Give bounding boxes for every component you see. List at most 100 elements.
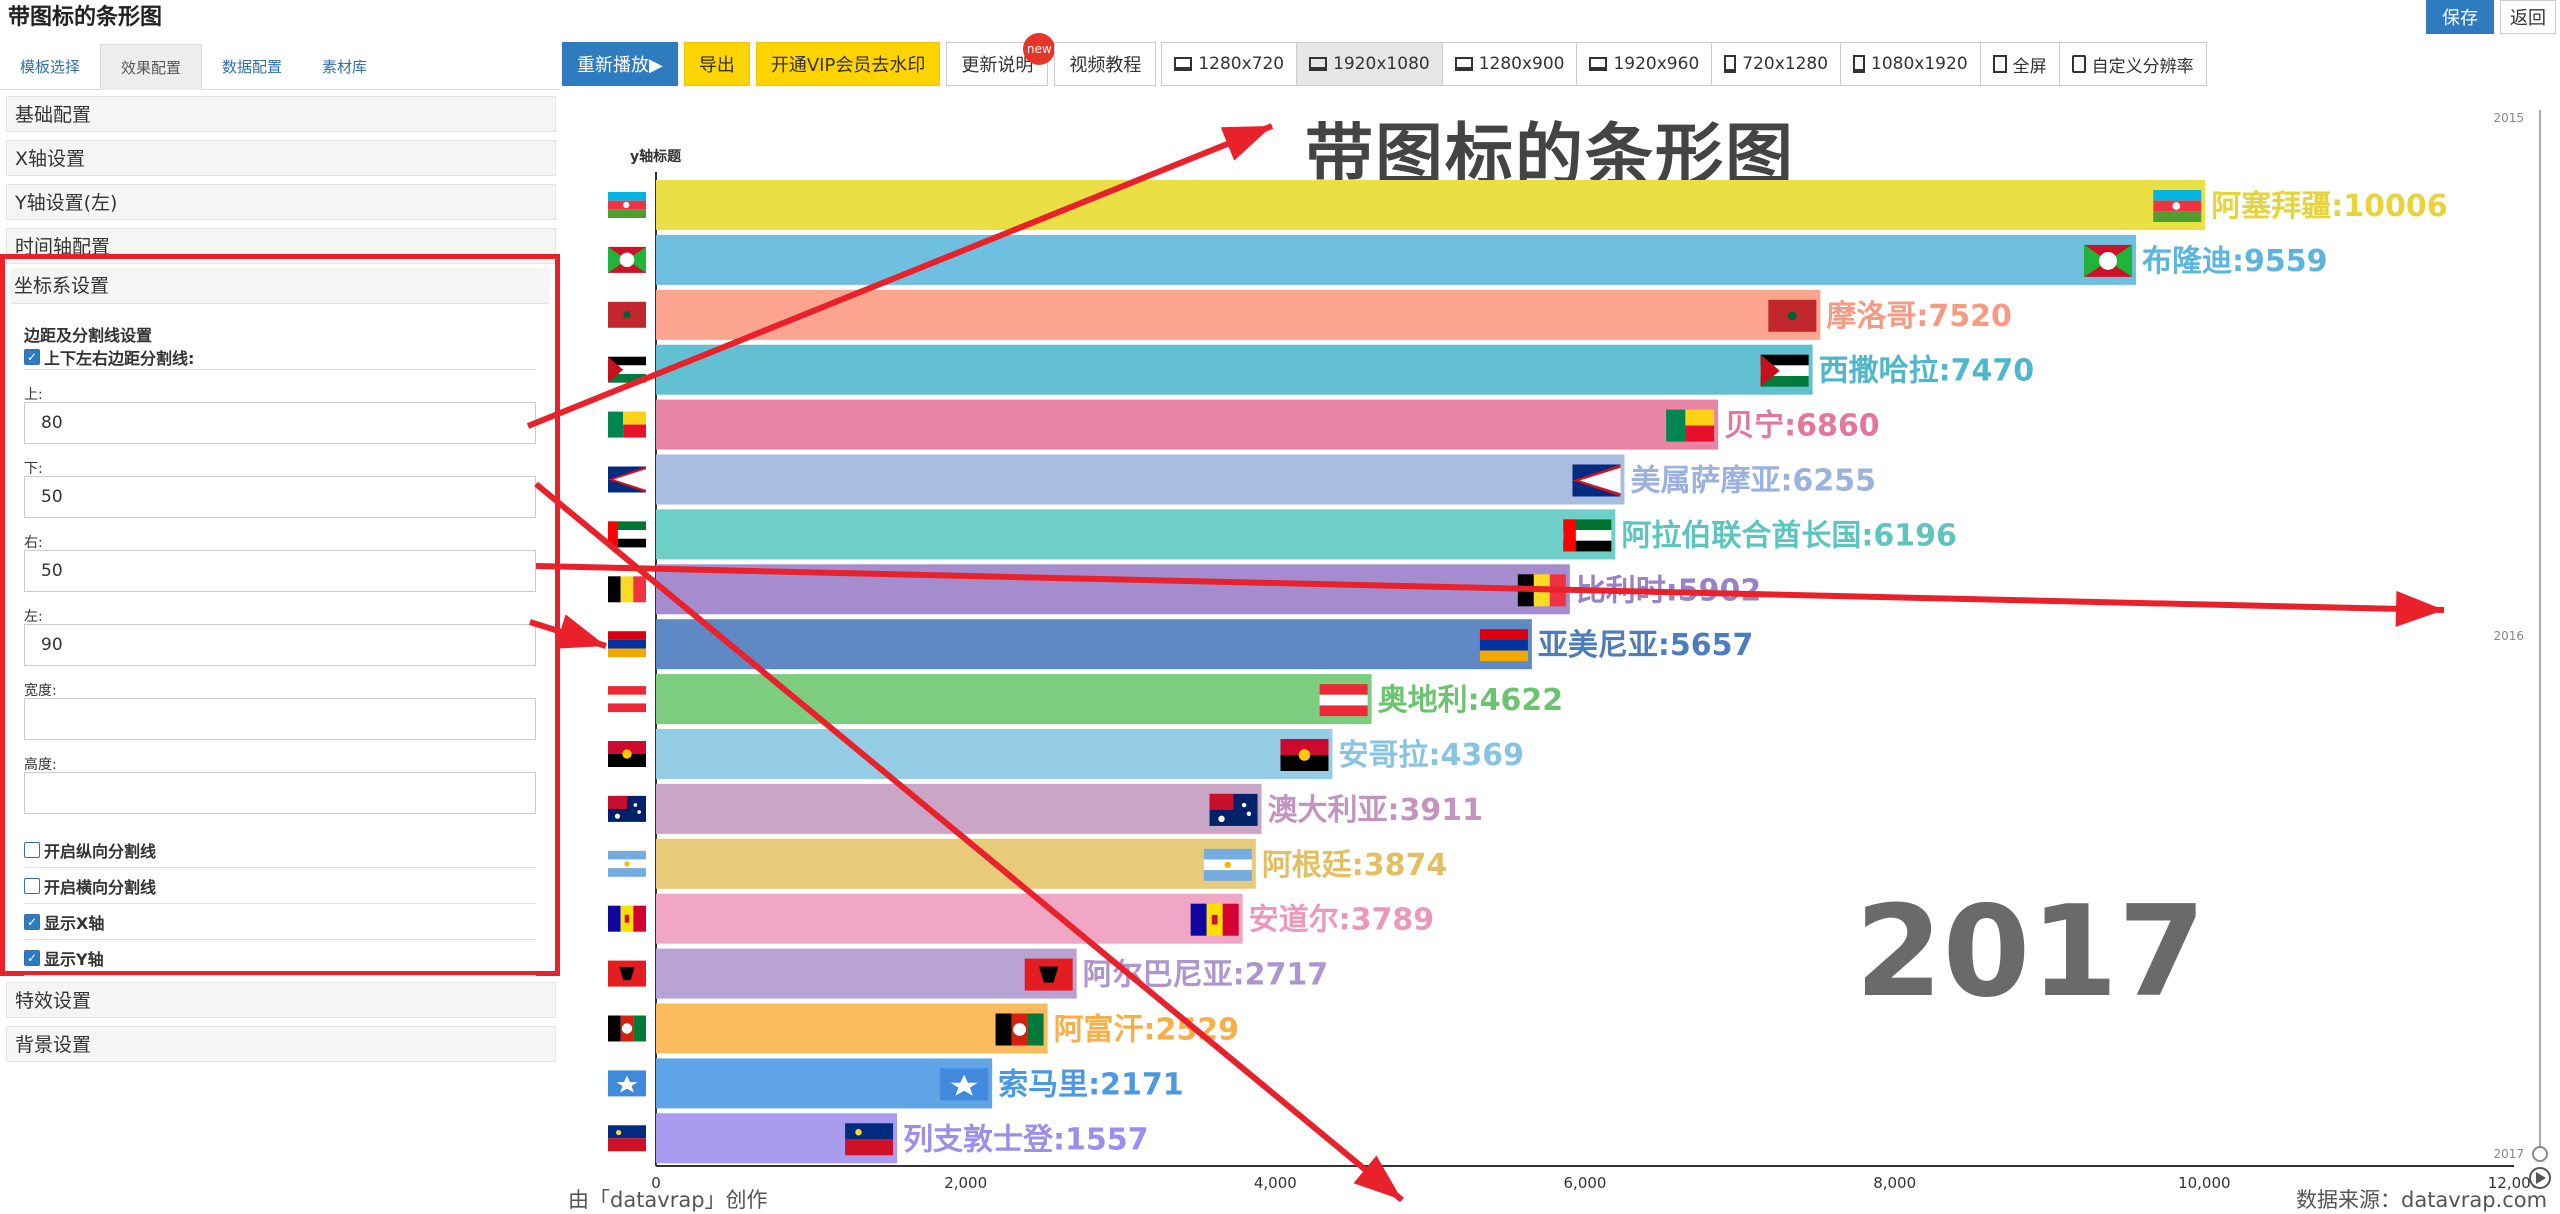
res-1280x720-button[interactable]: 1280x720	[1161, 42, 1298, 86]
annotation-arrow-left	[529, 614, 607, 649]
bar	[656, 674, 1372, 725]
export-button[interactable]: 导出	[683, 42, 750, 86]
bar-label: 西撒哈拉:7470	[1819, 354, 2035, 389]
checkbox[interactable]	[24, 877, 40, 894]
custom-resolution-button[interactable]: 自定义分辨率	[2058, 42, 2207, 86]
acc-effects[interactable]: 特效设置	[6, 982, 556, 1018]
flag-icon	[1479, 629, 1528, 662]
vip-button[interactable]: 开通VIP会员去水印	[755, 42, 941, 86]
y-axis-title: y轴标题	[630, 149, 682, 165]
flag-icon	[1209, 793, 1258, 826]
x-tick-label: 2,000	[944, 1174, 987, 1192]
bar-group: 安哥拉:4369	[608, 729, 1524, 779]
update-notes-label: 更新说明	[961, 55, 1034, 76]
x-tick-label: 12,000	[2488, 1174, 2541, 1192]
margin-left-input[interactable]	[24, 624, 536, 666]
res-1280x900-button[interactable]: 1280x900	[1441, 42, 1578, 86]
play-icon[interactable]	[2529, 1167, 2551, 1189]
bar-group: 西撒哈拉:7470	[608, 344, 2035, 395]
acc-coordinate-system[interactable]: 坐标系设置	[10, 268, 550, 304]
acc-y-axis-left[interactable]: Y轴设置(左)	[6, 184, 556, 220]
checkbox-label: 显示X轴	[44, 913, 105, 933]
document-icon	[2071, 55, 2086, 73]
flag-icon	[608, 246, 646, 273]
credit-right: 数据来源：datavrap.com	[2296, 1188, 2548, 1212]
checkbox-label: 开启纵向分割线	[44, 841, 157, 861]
flag-icon	[1666, 409, 1715, 442]
res-label: 全屏	[2012, 56, 2047, 77]
flag-icon	[1280, 739, 1329, 771]
margin-top-input[interactable]	[24, 402, 536, 444]
acc-x-axis[interactable]: X轴设置	[6, 140, 556, 176]
flag-icon	[608, 521, 646, 548]
checkbox-row[interactable]: 开启纵向分割线	[24, 832, 536, 868]
bar	[656, 180, 2206, 230]
checkbox[interactable]: ✓	[24, 913, 40, 930]
checkbox[interactable]	[24, 841, 40, 858]
flag-icon	[608, 356, 646, 383]
res-label: 1080x1920	[1871, 54, 1968, 74]
monitor-icon	[1454, 57, 1473, 71]
bar-group: 安道尔:3789	[608, 893, 1435, 944]
tab-data-config[interactable]: 数据配置	[222, 58, 283, 76]
margin-right-input[interactable]	[24, 550, 536, 592]
highlight-box	[0, 254, 560, 976]
bar-label: 摩洛哥:7520	[1826, 299, 2012, 334]
width-input[interactable]	[24, 698, 536, 740]
checkbox-row[interactable]: ✓ 显示Y轴	[24, 940, 536, 976]
height-input[interactable]	[24, 772, 536, 814]
bar-label: 亚美尼亚:5657	[1538, 628, 1754, 663]
checkbox-row[interactable]: ✓ 显示X轴	[24, 904, 536, 940]
bar-label: 贝宁:6860	[1724, 409, 1880, 444]
flag-icon	[608, 192, 646, 218]
acc-basic-config[interactable]: 基础配置	[6, 96, 556, 132]
timeline-handle[interactable]	[2532, 1146, 2548, 1162]
res-label: 1920x960	[1613, 54, 1700, 74]
tab-template[interactable]: 模板选择	[20, 58, 81, 76]
acc-background[interactable]: 背景设置	[6, 1026, 556, 1062]
margin-checkbox-row[interactable]: ✓ 上下左右边距分割线:	[24, 344, 536, 370]
flag-icon	[1024, 958, 1073, 991]
checkbox[interactable]: ✓	[24, 949, 40, 966]
res-1080x1920-button[interactable]: 1080x1920	[1840, 42, 1981, 86]
bar	[656, 1003, 1048, 1054]
save-button[interactable]: 保存	[2426, 0, 2494, 34]
replay-button[interactable]: 重新播放▶	[562, 42, 678, 86]
margin-checkbox[interactable]: ✓	[24, 348, 40, 365]
update-notes-button[interactable]: 更新说明 new	[946, 33, 1056, 86]
toolbar: 重新播放▶ 导出 开通VIP会员去水印 更新说明 new 视频教程 1280x7…	[562, 33, 2207, 86]
flag-icon	[608, 466, 646, 493]
bar	[656, 399, 1719, 450]
flag-icon	[608, 1125, 646, 1152]
bar	[656, 234, 2137, 285]
tab-effect-config[interactable]: 效果配置	[100, 44, 203, 90]
phone-icon	[1853, 55, 1866, 73]
res-720x1280-button[interactable]: 720x1280	[1711, 42, 1842, 86]
field-label: 右:	[24, 535, 43, 551]
bar-group: 亚美尼亚:5657	[608, 619, 1754, 670]
annotation-arrow-bottom	[534, 481, 1404, 1203]
fullscreen-button[interactable]: 全屏	[1979, 42, 2060, 86]
bar-group: 阿根廷:3874	[608, 838, 1447, 889]
bar	[656, 454, 1625, 505]
res-label: 1280x720	[1198, 54, 1285, 74]
bar-label: 安道尔:3789	[1249, 903, 1435, 938]
tab-assets[interactable]: 素材库	[322, 58, 368, 76]
form-section-title: 边距及分割线设置	[24, 326, 153, 345]
phone-icon	[1724, 55, 1737, 73]
margin-bottom-input[interactable]	[24, 476, 536, 518]
res-1920x960-button[interactable]: 1920x960	[1576, 42, 1713, 86]
flag-icon	[940, 1068, 989, 1101]
new-badge: new	[1023, 33, 1056, 65]
flag-icon	[608, 411, 646, 438]
checkbox-row[interactable]: 开启横向分割线	[24, 868, 536, 904]
field-label: 上:	[24, 387, 43, 403]
x-tick-label: 4,000	[1254, 1174, 1297, 1192]
back-button[interactable]: 返回	[2500, 0, 2556, 34]
flag-icon	[608, 741, 646, 767]
flag-icon	[1768, 299, 1817, 332]
left-tabs: 模板选择 效果配置 数据配置 素材库	[0, 44, 560, 90]
video-tutorial-button[interactable]: 视频教程	[1054, 42, 1157, 86]
monitor-icon	[1174, 57, 1193, 71]
bar-group: 美属萨摩亚:6255	[608, 454, 1876, 505]
